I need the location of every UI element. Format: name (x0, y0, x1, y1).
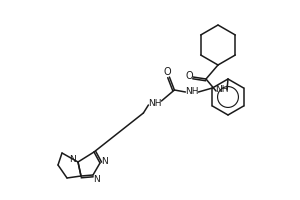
Text: NH: NH (148, 98, 161, 108)
Text: NH: NH (215, 86, 229, 95)
Text: O: O (185, 71, 193, 81)
Text: N: N (69, 154, 75, 164)
Text: N: N (102, 158, 108, 166)
Text: O: O (164, 67, 171, 77)
Text: N: N (94, 174, 100, 184)
Text: NH: NH (185, 86, 198, 96)
